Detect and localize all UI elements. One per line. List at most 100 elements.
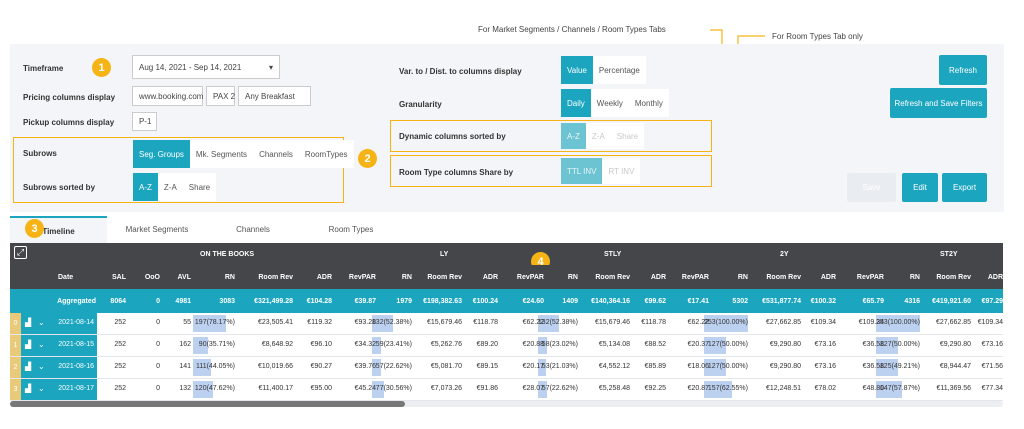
cell-stly-revpar: €18.06: [687, 363, 709, 370]
agg-stly-rn: 1409: [562, 298, 578, 305]
dyn-share[interactable]: Share: [610, 123, 645, 149]
granularity-label: Granularity: [399, 100, 442, 109]
var-value[interactable]: Value: [561, 56, 593, 84]
row-date-cell[interactable]: 3 ▟ ⌄ 2021-08-17: [10, 379, 97, 400]
tab-channels[interactable]: Channels: [236, 224, 270, 234]
cell-adr: €90.27: [310, 363, 332, 370]
pickup-field[interactable]: P-1: [132, 112, 157, 131]
sorted-az[interactable]: A-Z: [133, 173, 158, 201]
subrows-roomtypes[interactable]: RoomTypes: [298, 140, 354, 168]
table-row[interactable]: 1 ▟ ⌄ 2021-08-15 252 0 162 90(35.71%) €8,648.92 €…: [10, 335, 1003, 357]
cell-ly-revpar: €62.22: [522, 319, 544, 326]
col-stly-revpar[interactable]: RevPAR: [681, 274, 709, 281]
cell-stly-rn: 58(23.02%): [541, 341, 578, 348]
col-ly-rn[interactable]: RN: [401, 274, 412, 281]
cell-stly-room-rev: €4,552.12: [598, 363, 630, 370]
pricing-board-field[interactable]: Any Breakfast: [238, 86, 311, 106]
gran-weekly[interactable]: Weekly: [590, 89, 629, 117]
col-2y-adr[interactable]: ADR: [820, 274, 836, 281]
agg-ly-room-rev: €198,382.63: [423, 298, 462, 305]
chevron-down-icon[interactable]: ⌄: [38, 384, 45, 393]
rt-rt-inv[interactable]: RT INV: [602, 158, 641, 184]
col-sal[interactable]: SAL: [112, 274, 126, 281]
cell-stly-adr: €118.78: [641, 319, 666, 326]
share-bar: [876, 359, 898, 376]
chart-icon[interactable]: ▟: [25, 318, 32, 327]
col-st2y-adr[interactable]: ADR: [987, 274, 1003, 281]
timeframe-select[interactable]: Aug 14, 2021 - Sep 14, 2021 ▾: [132, 55, 280, 79]
chart-icon[interactable]: ▟: [25, 384, 32, 393]
agg-stly-room-rev: €140,364.16: [591, 298, 630, 305]
timeframe-value: Aug 14, 2021 - Sep 14, 2021: [139, 62, 242, 72]
row-date-cell[interactable]: 2 ▟ ⌄ 2021-08-16: [10, 357, 97, 378]
share-bar: [704, 359, 726, 376]
subrows-channels[interactable]: Channels: [253, 140, 299, 168]
dyn-za[interactable]: Z-A: [585, 123, 611, 149]
roomtype-share-toggle: TTL INV RT INV: [561, 158, 641, 184]
cell-rn: 90(35.71%): [198, 341, 235, 348]
col-ly-room-rev[interactable]: Room Rev: [427, 274, 462, 281]
chevron-down-icon[interactable]: ⌄: [38, 362, 45, 371]
pricing-pax-field[interactable]: PAX 2: [206, 86, 235, 106]
col-st2y-room-rev[interactable]: Room Rev: [936, 274, 971, 281]
cell-ly-adr: €89.15: [476, 363, 498, 370]
row-date-cell[interactable]: 1 ▟ ⌄ 2021-08-15: [10, 335, 97, 356]
gran-daily[interactable]: Daily: [561, 89, 591, 117]
scrollbar-thumb[interactable]: [10, 401, 405, 407]
cell-room-rev: €23,505.41: [257, 319, 293, 326]
col-ly-adr[interactable]: ADR: [482, 274, 498, 281]
cell-2y-revpar: €36.58: [862, 341, 884, 348]
agg-2y-rn: 5302: [732, 298, 748, 305]
sorted-label: Subrows sorted by: [23, 183, 96, 192]
col-room-rev[interactable]: Room Rev: [258, 274, 293, 281]
chart-icon[interactable]: ▟: [25, 362, 32, 371]
gran-monthly[interactable]: Monthly: [628, 89, 669, 117]
col-revpar[interactable]: RevPAR: [348, 274, 376, 281]
col-2y-rn[interactable]: RN: [737, 274, 748, 281]
cell-avl: 55: [183, 319, 191, 326]
col-2y-room-rev[interactable]: Room Rev: [766, 274, 801, 281]
table-row[interactable]: 2 ▟ ⌄ 2021-08-16 252 0 141 111(44.05%) €10,019.6…: [10, 357, 1003, 379]
chart-icon[interactable]: ▟: [25, 340, 32, 349]
tab-room-types[interactable]: Room Types: [328, 224, 374, 234]
dyn-az[interactable]: A-Z: [561, 123, 586, 149]
table-row[interactable]: 0 ▟ ⌄ 2021-08-14 252 0 55 197(78.17%) €23,505.41…: [10, 313, 1003, 335]
col-st2y-rn[interactable]: RN: [909, 274, 920, 281]
share-bar: [704, 337, 726, 354]
chevron-down-icon[interactable]: ⌄: [38, 318, 45, 327]
chevron-down-icon[interactable]: ⌄: [38, 340, 45, 349]
cell-room-rev: €10,019.66: [257, 363, 293, 370]
tab-timeline[interactable]: Timeline: [10, 216, 107, 244]
col-date[interactable]: Date: [58, 274, 74, 281]
tab-market-segments[interactable]: Market Segments: [125, 224, 189, 234]
horizontal-scrollbar[interactable]: [10, 401, 1003, 407]
col-avl[interactable]: AVL: [177, 274, 191, 281]
agg-revpar: €39.87: [354, 298, 376, 305]
aggregated-row: Aggregated 8064 0 4981 3083 €321,499.28 €104.2…: [10, 289, 1003, 313]
col-adr[interactable]: ADR: [316, 274, 332, 281]
col-ooo[interactable]: OoO: [144, 274, 160, 281]
col-stly-adr[interactable]: ADR: [650, 274, 666, 281]
rt-ttl-inv[interactable]: TTL INV: [561, 158, 603, 184]
col-stly-rn[interactable]: RN: [567, 274, 578, 281]
save-button[interactable]: Save: [847, 173, 896, 202]
pricing-source-field[interactable]: www.booking.com: [132, 86, 203, 106]
expand-icon[interactable]: ⤢: [14, 246, 27, 259]
table-row[interactable]: 3 ▟ ⌄ 2021-08-17 252 0 132 120(47.62%) €11,400.1…: [10, 379, 1003, 401]
col-ly-revpar[interactable]: RevPAR: [516, 274, 544, 281]
row-date-cell[interactable]: 0 ▟ ⌄ 2021-08-14: [10, 313, 97, 334]
sorted-za[interactable]: Z-A: [157, 173, 183, 201]
subrows-seg-groups[interactable]: Seg. Groups: [133, 140, 190, 168]
col-rn[interactable]: RN: [224, 274, 235, 281]
col-2y-revpar[interactable]: RevPAR: [856, 274, 884, 281]
refresh-save-button[interactable]: Refresh and Save Filters: [890, 88, 987, 118]
refresh-button[interactable]: Refresh: [939, 55, 987, 85]
sorted-share[interactable]: Share: [182, 173, 217, 201]
cell-ly-adr: €89.20: [476, 341, 498, 348]
export-button[interactable]: Export: [942, 173, 987, 202]
var-percentage[interactable]: Percentage: [592, 56, 646, 84]
subrows-mk-segments[interactable]: Mk. Segments: [189, 140, 254, 168]
cell-st2y-room-rev: €9,290.80: [939, 341, 971, 348]
col-stly-room-rev[interactable]: Room Rev: [595, 274, 630, 281]
edit-button[interactable]: Edit: [902, 173, 938, 202]
